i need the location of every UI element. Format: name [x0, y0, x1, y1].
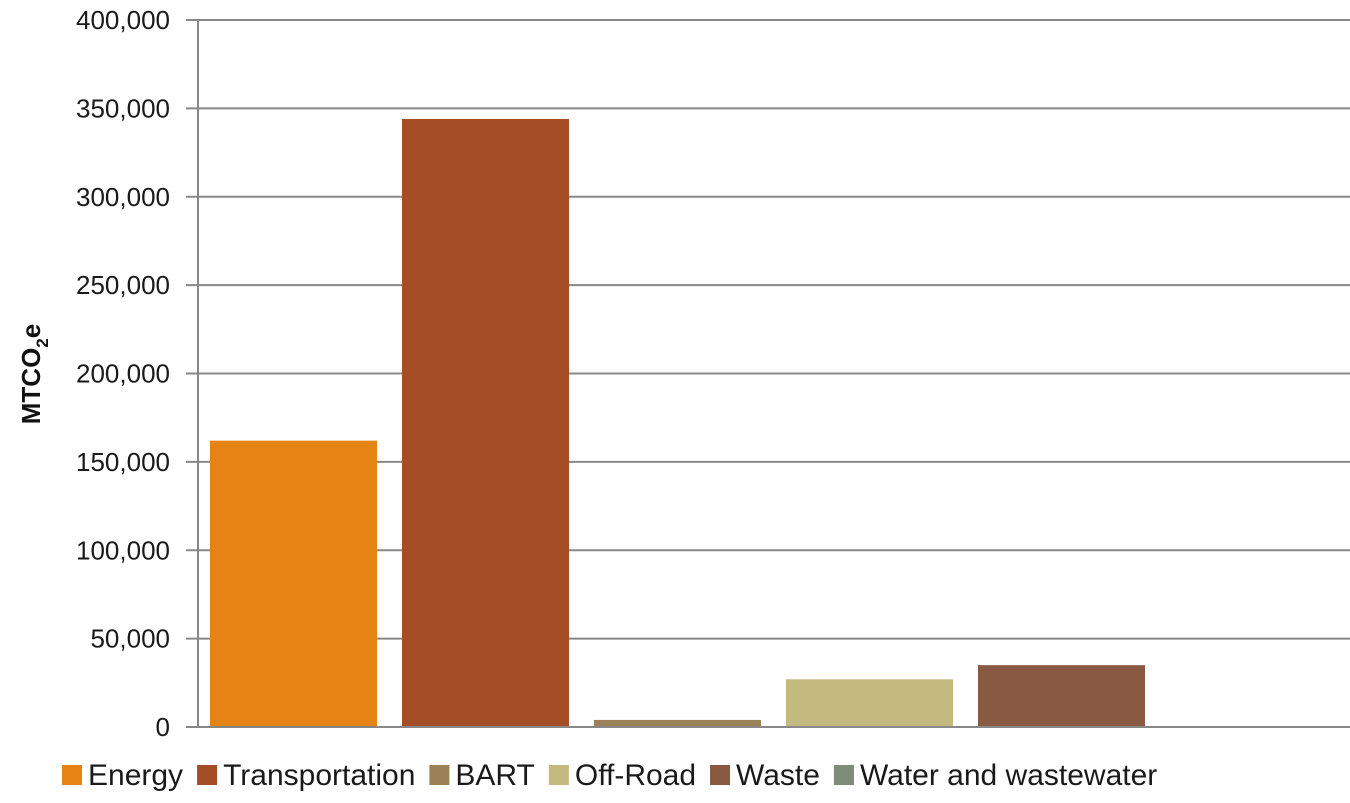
bars	[209, 118, 1146, 728]
legend-swatch-energy	[62, 765, 82, 785]
legend-swatch-water-and-wastewater	[833, 765, 854, 785]
y-axis-label-subscript: 2	[33, 338, 52, 347]
legend-swatch-transportation	[197, 765, 218, 785]
legend-label-water-and-wastewater: Water and wastewater	[860, 759, 1157, 792]
y-tick-label: 50,000	[90, 624, 170, 654]
legend-swatch-off-road	[548, 765, 569, 785]
bar-energy	[209, 440, 378, 727]
y-tick-label: 0	[156, 712, 170, 742]
gridlines	[186, 19, 1350, 728]
bar-transportation	[401, 118, 570, 728]
bar-off-road	[785, 679, 954, 727]
y-tick-label: 200,000	[76, 359, 170, 389]
legend-label-energy: Energy	[88, 759, 183, 792]
y-tick-label: 150,000	[76, 447, 170, 477]
legend-swatch-bart	[429, 765, 450, 785]
y-axis-label: MTCO2e	[16, 324, 52, 424]
legend-label-waste: Waste	[736, 759, 820, 792]
legend-swatch-waste	[710, 765, 731, 785]
y-axis-ticks: 0 50,000 100,000 150,000 200,000 250,000 300,0…	[76, 5, 170, 742]
y-tick-label: 400,000	[76, 5, 170, 35]
legend: Energy Transportation BART Off-Road Waste Wat…	[62, 759, 1157, 792]
bar-waste	[977, 665, 1146, 727]
y-tick-label: 250,000	[76, 270, 170, 300]
y-tick-label: 350,000	[76, 93, 170, 123]
legend-label-bart: BART	[455, 759, 534, 792]
legend-label-off-road: Off-Road	[575, 759, 696, 792]
bar-bart	[593, 719, 762, 727]
y-tick-label: 300,000	[76, 182, 170, 212]
legend-label-transportation: Transportation	[223, 759, 415, 792]
y-tick-label: 100,000	[76, 535, 170, 565]
y-axis-label-main: MTCO	[16, 348, 46, 425]
y-axis-label-tail: e	[16, 324, 46, 338]
